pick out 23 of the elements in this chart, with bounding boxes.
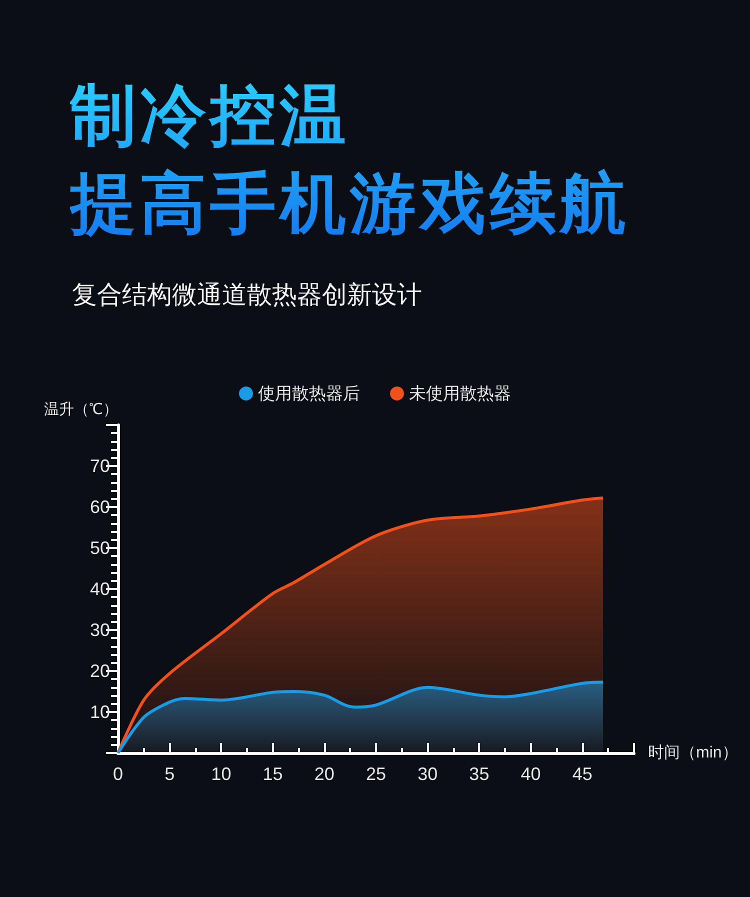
legend-label: 使用散热器后 (258, 384, 360, 403)
x-tick-label: 35 (469, 764, 490, 784)
x-tick-label: 0 (112, 764, 124, 784)
y-tick-label: 50 (90, 538, 110, 558)
y-tick-label: 70 (90, 456, 110, 476)
x-tick-label: 40 (520, 764, 541, 784)
x-tick-label: 30 (418, 764, 438, 784)
y-axis-title: 温升（℃） (44, 401, 118, 418)
x-tick-label: 15 (262, 764, 283, 784)
legend-label: 未使用散热器 (409, 384, 511, 403)
chart-title: 制冷控温提高手机游戏续航 (70, 77, 630, 242)
y-tick-label: 30 (90, 620, 110, 640)
y-tick-label: 20 (90, 661, 110, 681)
x-tick-label: 5 (164, 764, 175, 784)
x-tick-label: 20 (314, 764, 334, 784)
y-tick-label: 40 (90, 579, 110, 599)
chart-subtitle: 复合结构微通道散热器创新设计 (72, 279, 422, 311)
x-axis-title: 时间（min） (648, 744, 738, 762)
y-tick-label: 60 (90, 497, 110, 517)
y-tick-label: 10 (90, 702, 110, 722)
x-tick-label: 25 (366, 764, 386, 784)
x-tick-label: 45 (572, 764, 592, 784)
x-tick-label: 10 (211, 764, 232, 784)
